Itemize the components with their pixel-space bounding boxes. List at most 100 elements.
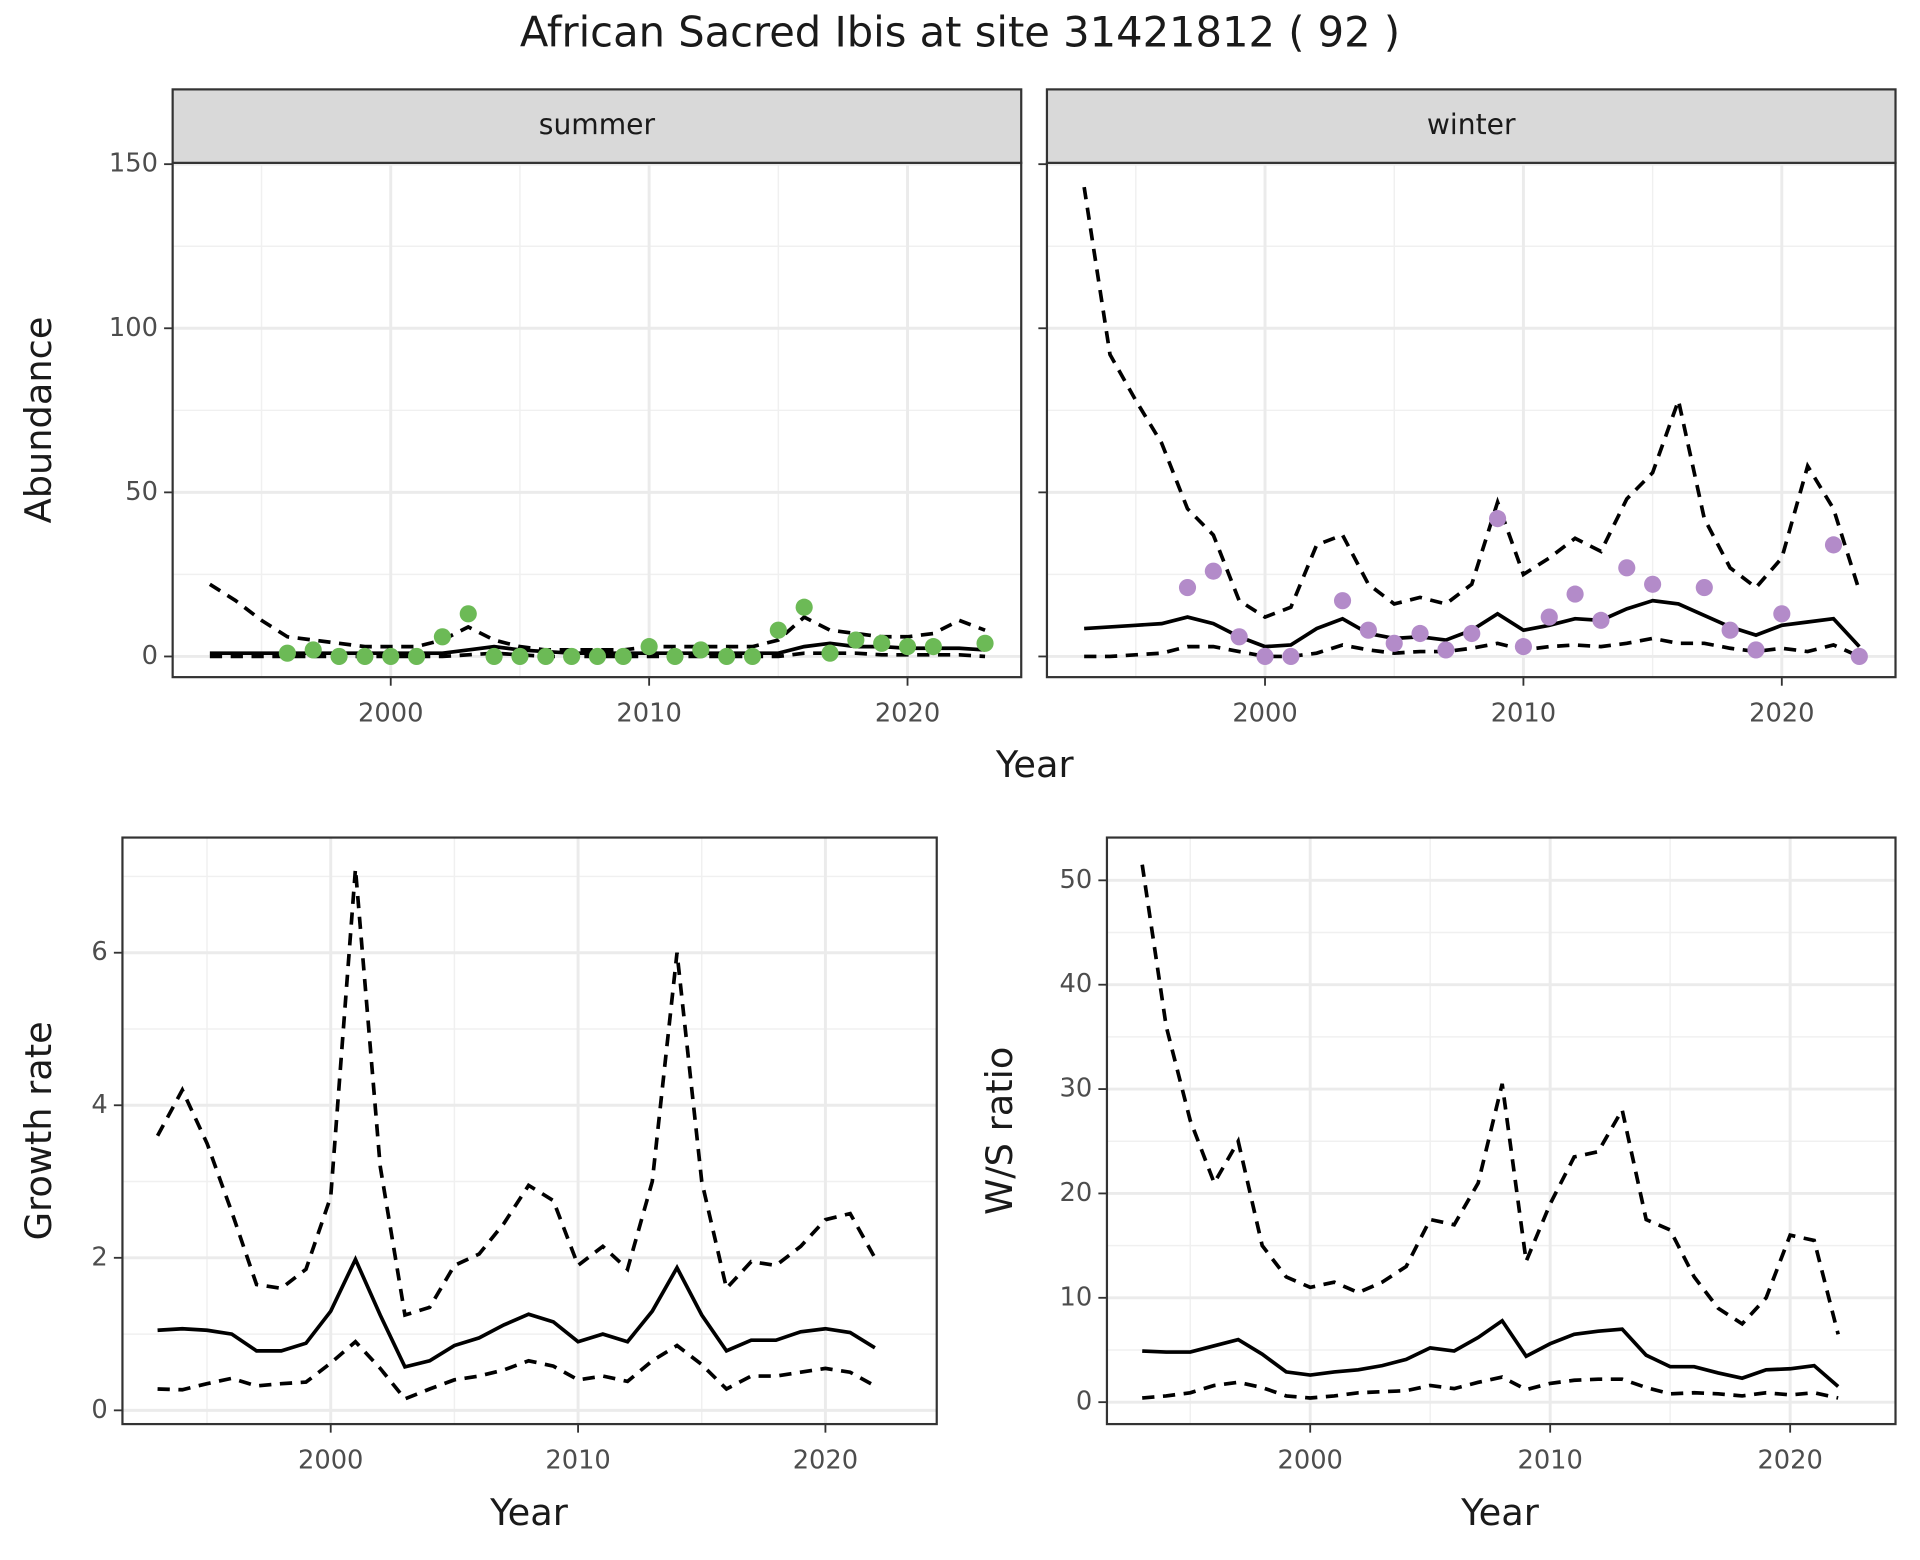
data-point (356, 647, 374, 666)
y-axis-title: Growth rate (17, 1021, 60, 1240)
y-axis-title: W/S ratio (978, 1047, 1021, 1215)
data-point (304, 641, 322, 659)
interval-line (155, 868, 877, 1318)
data-point (1282, 647, 1300, 666)
data-point (666, 647, 684, 666)
x-axis-title: Year (489, 1491, 569, 1534)
y-tick-label: 150 (109, 149, 158, 179)
data-point (924, 638, 942, 656)
facet-strip (171, 88, 1023, 164)
data-point (1540, 608, 1558, 626)
data-point (330, 647, 348, 666)
data-point (1721, 621, 1739, 639)
data-point (1437, 641, 1455, 659)
x-tick-label: 2010 (1517, 1445, 1582, 1475)
data-point (847, 631, 865, 649)
x-tick-label: 2010 (616, 698, 681, 728)
data-point (1178, 578, 1197, 597)
y-tick-label: 2 (91, 1242, 107, 1272)
data-point (1824, 536, 1843, 554)
data-point (769, 621, 787, 639)
x-tick-label: 2020 (875, 698, 940, 728)
facet-label: summer (539, 108, 656, 141)
interval-line (1142, 1375, 1839, 1400)
data-point (1359, 621, 1377, 639)
x-tick-label: 2010 (545, 1445, 610, 1475)
panel-background (172, 162, 1022, 678)
data-point (433, 628, 451, 646)
data-point (873, 634, 891, 652)
data-point (1566, 585, 1584, 603)
data-point (1747, 641, 1765, 659)
mean-line (157, 1254, 876, 1370)
data-point (382, 647, 400, 666)
data-point (1592, 611, 1610, 629)
data-point (1644, 575, 1662, 593)
data-point (821, 644, 839, 662)
panel-border (121, 836, 938, 1426)
y-tick-label: 40 (1060, 969, 1093, 999)
figure-title: African Sacred Ibis at site 31421812 ( 9… (520, 8, 1400, 57)
data-point (976, 634, 994, 652)
panel-background (1106, 837, 1896, 1425)
y-tick-label: 0 (1076, 1387, 1092, 1417)
data-point (795, 598, 813, 616)
interval-line (1140, 864, 1840, 1335)
x-tick-label: 2020 (1749, 698, 1814, 728)
panel-background (122, 837, 937, 1425)
data-point (1514, 638, 1532, 656)
x-axis-title: Year (995, 743, 1075, 786)
x-tick-label: 2020 (1757, 1445, 1822, 1475)
data-point (511, 647, 529, 666)
interval-line (157, 1339, 876, 1402)
facet-strip (1045, 88, 1897, 164)
data-point (563, 647, 581, 666)
data-point (1385, 634, 1403, 652)
y-tick-label: 50 (125, 477, 158, 507)
facet-label: winter (1427, 108, 1516, 141)
panel-border (1105, 836, 1897, 1426)
data-point (718, 647, 736, 666)
data-point (485, 647, 503, 666)
data-point (408, 647, 426, 666)
data-point (1230, 628, 1248, 646)
data-point (743, 647, 762, 666)
data-point (1773, 605, 1791, 623)
x-tick-label: 2000 (358, 698, 423, 728)
x-tick-label: 2000 (1232, 698, 1297, 728)
data-point (1489, 510, 1507, 528)
x-tick-label: 2000 (298, 1445, 363, 1475)
data-point (1463, 624, 1481, 643)
data-point (692, 641, 710, 659)
data-point (614, 647, 632, 666)
y-tick-label: 20 (1060, 1178, 1093, 1208)
data-point (898, 638, 917, 656)
panel-background (1046, 162, 1896, 678)
data-point (640, 638, 658, 656)
data-point (278, 644, 296, 662)
y-tick-label: 6 (91, 937, 107, 967)
mean-line (1142, 1318, 1840, 1388)
y-axis-title: Abundance (17, 317, 60, 524)
y-tick-label: 50 (1060, 865, 1093, 895)
y-tick-label: 100 (109, 313, 158, 343)
x-tick-label: 2020 (793, 1445, 858, 1475)
data-point (459, 605, 477, 623)
x-tick-label: 2000 (1277, 1445, 1342, 1475)
data-point (537, 647, 555, 666)
data-point (1411, 624, 1429, 643)
x-tick-label: 2010 (1491, 698, 1556, 728)
y-tick-label: 0 (142, 641, 158, 671)
data-point (1256, 647, 1274, 666)
y-tick-label: 4 (91, 1090, 107, 1120)
interval-line (1082, 186, 1862, 620)
data-point (588, 647, 607, 666)
y-tick-label: 0 (91, 1395, 107, 1425)
data-point (1850, 647, 1868, 666)
interval-line (1084, 636, 1861, 659)
x-axis-title: Year (1460, 1491, 1540, 1534)
y-tick-label: 30 (1060, 1074, 1093, 1104)
data-point (1618, 559, 1636, 577)
